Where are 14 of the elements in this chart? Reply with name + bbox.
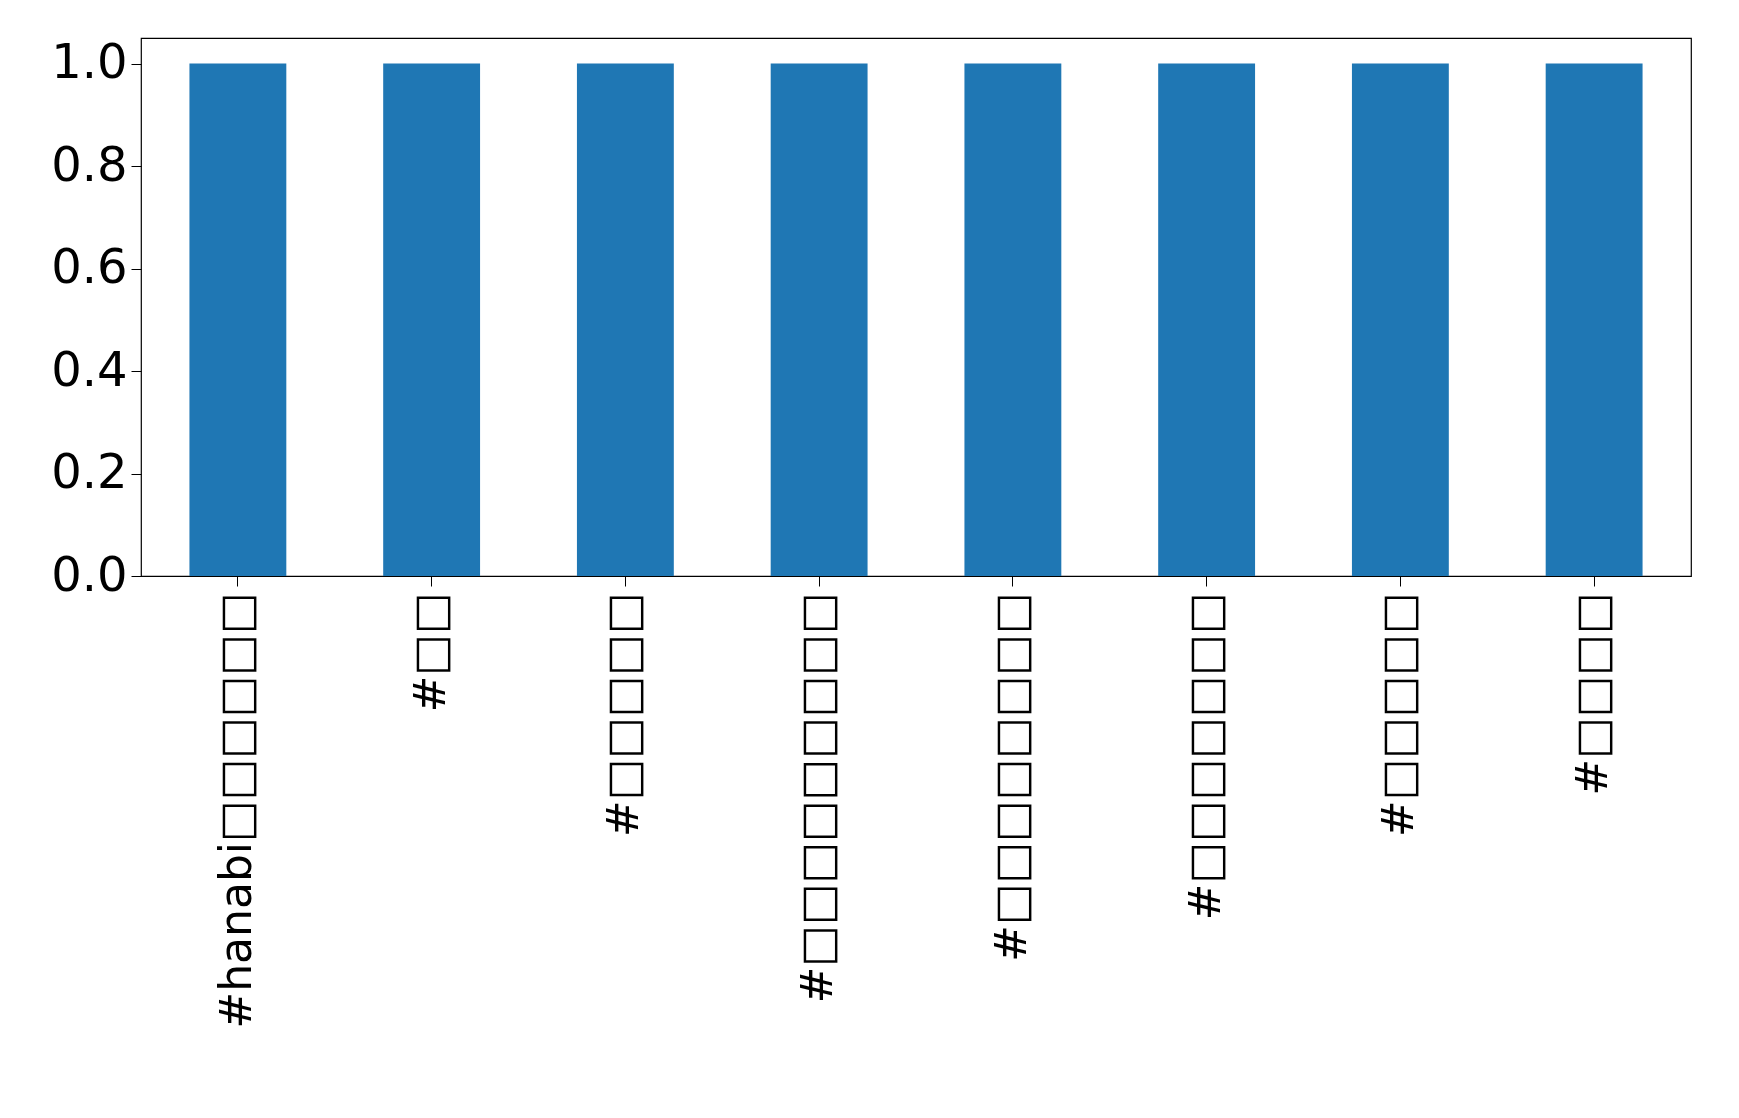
y-tick-label: 0.4: [51, 340, 128, 397]
x-tick-label: #□□: [403, 592, 455, 713]
x-tick-label: #□□□□□□□□□: [791, 592, 843, 1004]
y-tick-label: 0.0: [51, 545, 128, 602]
x-tick-label: #hanabi□□□□□□: [209, 592, 261, 1029]
x-tick-label: #□□□□□: [597, 592, 649, 838]
y-tick-label: 1.0: [51, 33, 128, 90]
y-tick-label: 0.6: [51, 238, 128, 295]
y-tick-label: 0.8: [51, 135, 128, 192]
x-tick-label: #□□□□□□□: [1178, 592, 1230, 921]
x-tick-label: #□□□□□□□□: [984, 592, 1036, 962]
x-tick-label: #□□□□□: [1372, 592, 1424, 838]
y-tick-label: 0.2: [51, 443, 128, 500]
x-tick-label: #□□□□: [1566, 592, 1618, 796]
